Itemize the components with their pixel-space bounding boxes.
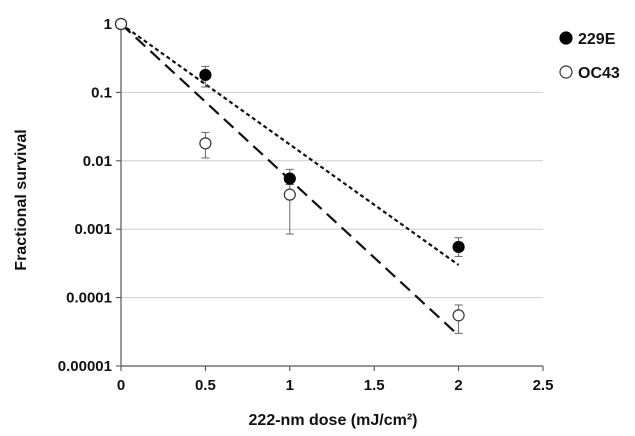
y-tick-label: 0.0001	[66, 290, 112, 307]
data-point-OC43	[283, 188, 296, 201]
data-point-OC43	[114, 17, 128, 31]
x-tick-label: 0	[117, 377, 125, 394]
fit-line-229E	[120, 23, 460, 266]
x-tick-label: 2	[454, 377, 462, 394]
y-tick-label: 0.001	[74, 221, 112, 238]
y-axis-title: Fractional survival	[13, 129, 30, 270]
data-point-229E	[452, 240, 465, 254]
data-point-229E	[199, 68, 212, 82]
y-tick-label: 0.00001	[58, 358, 112, 375]
data-points	[114, 17, 465, 322]
legend: 229E OC43	[559, 31, 620, 82]
tick-labels: 1 0.1 0.01 0.001 0.0001 0.00001 0 0.5 1 1.5 2 2.5	[58, 16, 554, 394]
x-axis-title: 222-nm dose (mJ/cm²)	[249, 412, 418, 429]
error-bars	[201, 65, 463, 334]
data-point-229E	[283, 172, 296, 185]
legend-label-OC43: OC43	[578, 65, 620, 82]
x-tick-label: 0.5	[195, 377, 216, 394]
grid-lines	[121, 91, 543, 299]
y-tick-label: 1	[104, 16, 112, 33]
x-tick-label: 1	[286, 377, 294, 394]
legend-marker-OC43	[559, 65, 573, 79]
axes	[116, 22, 544, 371]
y-tick-label: 0.1	[91, 84, 112, 101]
y-tick-label: 0.01	[83, 153, 112, 170]
legend-label-229E: 229E	[578, 31, 616, 48]
legend-marker-229E	[559, 31, 573, 45]
data-point-OC43	[199, 137, 212, 150]
x-tick-label: 1.5	[364, 377, 385, 394]
x-tick-label: 2.5	[533, 377, 554, 394]
data-point-OC43	[452, 309, 465, 322]
